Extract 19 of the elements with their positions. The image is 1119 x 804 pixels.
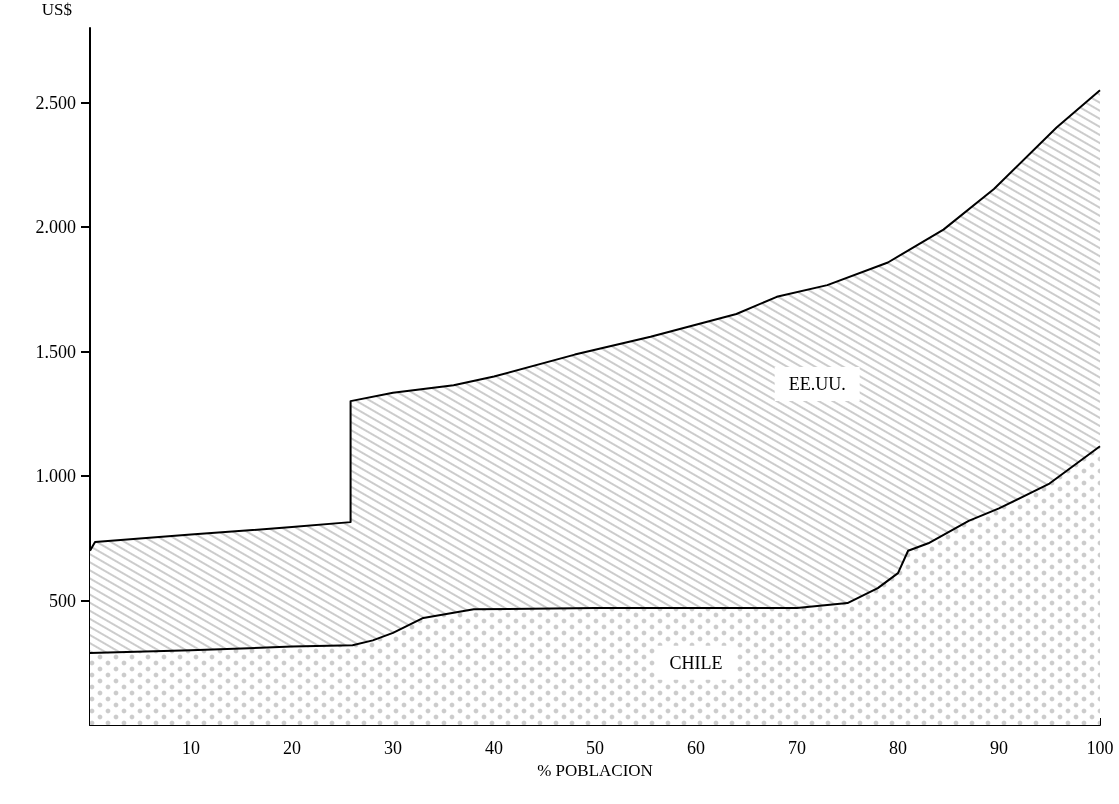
x-tick-label: 10 [182,738,200,758]
y-axis-title: US$ [41,0,72,19]
x-tick-label: 20 [283,738,301,758]
y-tick-label: 500 [49,590,76,611]
y-tick-label: 1.500 [35,341,76,362]
x-tick-label: 80 [889,738,907,758]
x-tick-label: 30 [384,738,402,758]
x-tick-label: 70 [788,738,806,758]
x-tick-label: 50 [586,738,604,758]
series-label: CHILE [669,652,723,673]
x-tick-label: 40 [485,738,503,758]
x-tick-label: 60 [687,738,705,758]
series-label: EE.UU. [788,373,846,394]
y-tick-label: 2.500 [35,92,76,113]
y-tick-label: 1.000 [35,466,76,487]
y-tick-label: 2.000 [35,217,76,238]
x-tick-label: 100 [1086,738,1114,758]
x-tick-label: 90 [990,738,1008,758]
x-axis-title: % POBLACION [537,760,653,780]
